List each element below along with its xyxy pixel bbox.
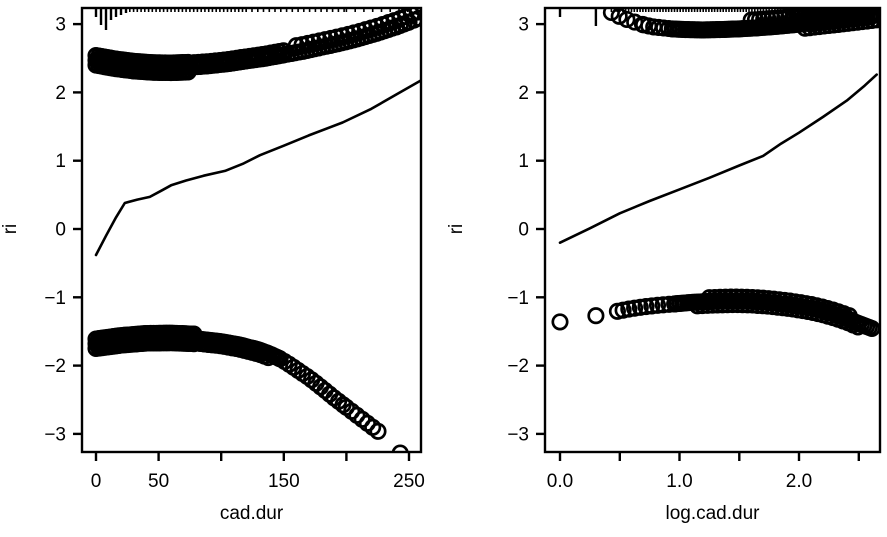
x-axis-left: 0 50 150 250 [91,452,425,492]
y-axis-title-left: ri [0,223,21,235]
y-tick-label: 0 [518,220,529,241]
y-tick-label: 3 [55,15,66,36]
y-axis-title-right: ri [446,223,467,235]
y-tick-label: 1 [55,151,66,172]
x-tick-label: 50 [148,471,169,492]
smooth-line-left [94,78,421,257]
plot-area-right [551,8,880,338]
lower-band-left [87,324,409,452]
lower-band-right [551,288,880,338]
plot-area-left [87,8,421,452]
smooth-line-right [558,73,879,244]
y-tick-label: −2 [507,356,529,377]
x-tick-label: 1.0 [666,471,692,492]
upper-band-left [87,8,421,82]
upper-band-right [602,8,880,39]
y-tick-label: −1 [507,288,529,309]
rug-ticks-left [94,8,418,30]
x-axis-title-left: cad.dur [219,503,284,524]
y-tick-label: −2 [44,356,66,377]
x-axis-title-right: log.cad.dur [665,503,760,524]
y-tick-label: −3 [44,424,66,445]
y-tick-label: 3 [518,15,529,36]
x-axis-right: 0.0 1.0 2.0 [547,452,860,492]
x-tick-label: 150 [268,471,300,492]
x-tick-label: 0 [91,471,102,492]
y-tick-label: −1 [44,288,66,309]
y-tick-label: −3 [507,424,529,445]
y-tick-label: 1 [518,151,529,172]
x-tick-label: 0.0 [547,471,573,492]
x-tick-label: 2.0 [786,471,812,492]
y-axis-right: −3 −2 −1 0 1 2 3 [507,15,545,445]
y-tick-label: 2 [55,83,66,104]
y-tick-label: 0 [55,220,66,241]
y-axis-left: −3 −2 −1 0 1 2 3 [44,15,82,445]
plot-box-right [543,6,882,454]
x-tick-label: 250 [393,471,425,492]
y-tick-label: 2 [518,83,529,104]
